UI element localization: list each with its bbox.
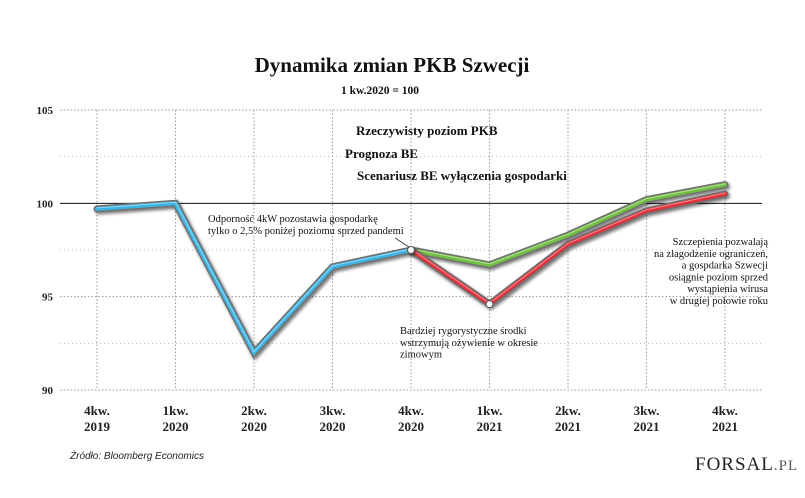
svg-text:FORSAL.PL: FORSAL.PL [695, 454, 798, 475]
y-tick-label: 95 [42, 292, 54, 304]
y-tick-label: 90 [42, 385, 54, 397]
series-prognoza-be [407, 181, 729, 269]
y-axis-ticks: 90 95 100 105 [37, 105, 54, 397]
marker-1kw-2021 [485, 300, 494, 309]
series-scenariusz-be-wy-czenia-gospodarki [407, 190, 729, 309]
series-lines [93, 181, 729, 359]
x-tick-label: 3kw. 2021 [634, 403, 660, 434]
x-tick-label: 2kw. 2020 [241, 403, 267, 434]
series-line-highlight [96, 201, 412, 353]
x-tick-label: 4kw. 2019 [84, 403, 111, 434]
series-line [409, 182, 727, 267]
legend: Rzeczywisty poziom PKB Prognoza BE Scenari… [296, 123, 567, 183]
logo-suffix: .PL [774, 458, 798, 474]
annotation-3: Szczepienia pozwalają na złagodzenie ogra… [654, 237, 769, 307]
annotation-1: Odporność 4kW pozostawia gospodarkę tylko… [208, 214, 404, 237]
legend-label: Scenariusz BE wyłączenia gospodarki [357, 168, 567, 183]
x-axis-ticks: 4kw. 2019 1kw. 2020 2kw. 2020 3kw. 2020 4kw. 2020… [84, 403, 738, 434]
annotation-leader [394, 237, 410, 248]
forsal-logo: FORSAL.PL [695, 454, 798, 475]
grid [60, 109, 762, 391]
y-tick-label: 100 [37, 198, 54, 210]
source-note: Źródło: Bloomberg Economics [69, 449, 204, 462]
series-rzeczywisty-poziom-pkb [93, 199, 415, 359]
legend-label: Rzeczywisty poziom PKB [356, 123, 498, 138]
x-tick-label: 1kw. 2020 [163, 403, 189, 434]
legend-label: Prognoza BE [345, 146, 418, 161]
series-line-highlight [410, 183, 726, 265]
annotation-2: Bardziej rygorystyczne środki wstrzymują … [400, 326, 538, 361]
x-tick-label: 3kw. 2020 [320, 403, 346, 434]
chart-title: Dynamika zmian PKB Szwecji [255, 53, 530, 77]
y-tick-label: 105 [37, 105, 54, 117]
series-line [95, 201, 413, 357]
x-tick-label: 2kw. 2021 [555, 403, 581, 434]
annotations: Odporność 4kW pozostawia gospodarkę tylko… [208, 214, 769, 361]
marker-4kw-2020 [407, 246, 415, 254]
series-line-highlight [410, 192, 726, 304]
x-tick-label: 4kw. 2021 [712, 403, 738, 434]
x-tick-label: 1kw. 2021 [477, 403, 503, 434]
logo-text: FORSAL [695, 454, 774, 475]
x-tick-label: 4kw. 2020 [398, 403, 424, 434]
chart-subtitle: 1 kw.2020 = 100 [341, 85, 419, 97]
